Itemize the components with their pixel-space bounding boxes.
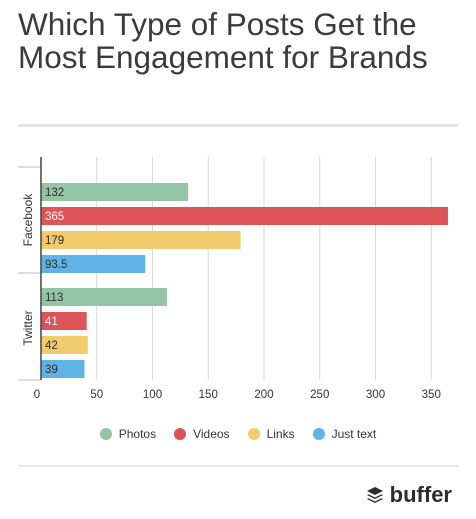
data-label-facebook-photos: 132 [45, 187, 64, 199]
legend-swatch-photos [99, 428, 112, 440]
bar-twitter-just-text [41, 360, 85, 378]
data-label-twitter-videos: 41 [45, 316, 58, 328]
x-tick-label-250: 250 [310, 389, 329, 401]
bar-twitter-videos [41, 312, 87, 330]
legend-label-photos: Photos [118, 427, 157, 441]
legend-label-videos: Videos [193, 427, 230, 441]
category-label-facebook: Facebook [21, 193, 35, 247]
x-tick-label-0: 0 [34, 389, 40, 401]
x-tick-label-350: 350 [422, 389, 441, 401]
legend-swatch-just-text [312, 428, 325, 440]
legend-label-just-text: Just text [331, 427, 377, 441]
brand-name: buffer [389, 482, 452, 507]
data-label-twitter-links: 42 [45, 340, 58, 352]
bar-facebook-links [41, 231, 241, 249]
legend-item-photos: Photos [99, 427, 157, 441]
x-tick-label-150: 150 [199, 389, 218, 401]
page-title: Which Type of Posts Get the Most Engagem… [18, 6, 428, 75]
title-divider [18, 124, 458, 127]
buffer-stack-icon [366, 487, 383, 503]
bar-twitter-photos [41, 288, 167, 306]
data-label-twitter-photos: 113 [45, 292, 63, 304]
bar-facebook-photos [41, 183, 189, 201]
chart-legend: Photos Videos Links Just text [0, 427, 476, 441]
bar-facebook-just-text [41, 255, 146, 273]
footer-divider [18, 465, 458, 467]
x-tick-label-100: 100 [143, 389, 162, 401]
buffer-logo: buffer [366, 482, 452, 508]
legend-item-videos: Videos [174, 427, 230, 441]
legend-swatch-links [247, 428, 260, 440]
data-label-facebook-videos: 365 [45, 211, 64, 223]
bar-chart: 132 365 179 93.5 Facebook 113 41 42 39 Twitter 0 50… [18, 157, 448, 401]
legend-item-just-text: Just text [312, 427, 377, 441]
category-label-twitter: Twitter [21, 310, 35, 345]
x-tick-label-50: 50 [90, 389, 103, 401]
bar-facebook-videos [41, 207, 448, 225]
x-tick-label-200: 200 [254, 389, 273, 401]
data-label-facebook-links: 179 [45, 235, 64, 247]
legend-item-links: Links [247, 427, 295, 441]
legend-label-links: Links [266, 427, 295, 441]
data-label-facebook-just-text: 93.5 [45, 259, 67, 271]
bar-twitter-links [41, 336, 88, 354]
legend-swatch-videos [174, 428, 187, 440]
data-label-twitter-just-text: 39 [45, 364, 58, 376]
x-tick-label-300: 300 [366, 389, 385, 401]
